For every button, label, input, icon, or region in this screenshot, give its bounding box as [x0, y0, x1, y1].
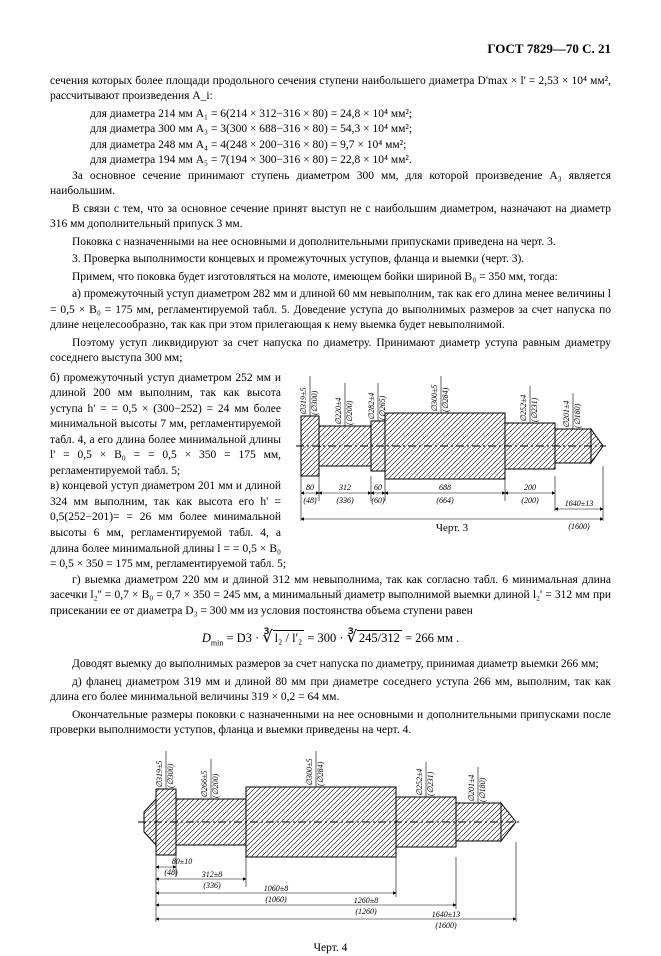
para-7: Поэтому уступ ликвидируют за счет напуск… — [50, 336, 611, 367]
svg-text:(∅180): (∅180) — [573, 403, 582, 428]
svg-text:(∅265): (∅265) — [378, 395, 387, 420]
svg-text:(∅180): (∅180) — [478, 777, 487, 802]
svg-text:(336): (336) — [203, 881, 221, 890]
svg-text:80±10: 80±10 — [171, 857, 191, 866]
svg-text:(336): (336) — [336, 496, 354, 505]
svg-text:(1600): (1600) — [568, 522, 590, 531]
svg-text:1640±13: 1640±13 — [565, 499, 593, 508]
para-11: Окончательные размеры поковки с назначен… — [50, 708, 611, 739]
svg-text:∅201±4: ∅201±4 — [562, 400, 571, 427]
svg-text:(1600): (1600) — [435, 921, 457, 930]
para-1: За основное сечение принимают ступень ди… — [50, 169, 611, 200]
svg-text:∅201±4: ∅201±4 — [467, 775, 476, 802]
wrap-block: ∅319±5 (∅300) ∅220±4 (∅200) ∅282±4 (∅265… — [50, 371, 611, 573]
svg-text:312±8: 312±8 — [200, 870, 221, 879]
svg-text:(∅300): (∅300) — [310, 390, 319, 415]
para-10: д) фланец диаметром 319 мм и длиной 80 м… — [50, 675, 611, 706]
page-header: ГОСТ 7829—70 С. 21 — [50, 40, 611, 58]
figure-4: ∅319±5 (∅300) ∅266±5 (∅200) ∅300±5 (∅284… — [50, 747, 611, 956]
svg-text:(∅300): (∅300) — [166, 763, 175, 788]
figure-3: ∅319±5 (∅300) ∅220±4 (∅200) ∅282±4 (∅265… — [291, 371, 611, 551]
figure-4-caption: Черт. 4 — [116, 941, 546, 956]
svg-text:∅252±4: ∅252±4 — [415, 769, 424, 796]
svg-text:(∅231): (∅231) — [530, 397, 539, 422]
page: ГОСТ 7829—70 С. 21 сечения которых более… — [0, 0, 661, 936]
para-9: Доводят выемку до выполнимых размеров за… — [50, 657, 611, 673]
svg-text:∅252±4: ∅252±4 — [519, 394, 528, 421]
svg-text:(664): (664) — [436, 496, 454, 505]
svg-text:1640±13: 1640±13 — [431, 910, 459, 919]
calc-3: для диаметра 248 мм A₄ = 4(248 × 200−316… — [90, 138, 611, 154]
para-4: 3. Проверка выполнимости концевых и пром… — [50, 252, 611, 268]
svg-text:(∅200): (∅200) — [345, 400, 354, 425]
svg-text:∅220±4: ∅220±4 — [334, 397, 343, 424]
svg-text:200: 200 — [524, 483, 536, 492]
svg-text:(∅284): (∅284) — [316, 761, 325, 786]
para-8: г) выемка диаметром 220 мм и длиной 312 … — [50, 573, 611, 620]
calc-1: для диаметра 214 мм A₁ = 6(214 × 312−316… — [90, 107, 611, 123]
svg-text:(48): (48) — [303, 496, 317, 505]
svg-text:∅282±4: ∅282±4 — [367, 392, 376, 419]
svg-text:(48): (48) — [164, 868, 178, 877]
svg-text:312: 312 — [338, 483, 351, 492]
svg-text:∅300±5: ∅300±5 — [305, 759, 314, 786]
intro-text: сечения которых более площади продольног… — [50, 74, 611, 105]
svg-text:∅319±5: ∅319±5 — [155, 761, 164, 788]
svg-text:(∅200): (∅200) — [211, 773, 220, 798]
para-6: а) промежуточный уступ диаметром 282 мм … — [50, 287, 611, 334]
svg-text:688: 688 — [439, 483, 451, 492]
svg-text:(1260): (1260) — [355, 907, 377, 916]
svg-text:80: 80 — [306, 483, 314, 492]
svg-text:(200): (200) — [521, 496, 539, 505]
calc-4: для диаметра 194 мм A₅ = 7(194 × 300−316… — [90, 153, 611, 169]
svg-text:Черт. 3: Черт. 3 — [436, 522, 469, 534]
calc-2: для диаметра 300 мм A₃ = 3(300 × 688−316… — [90, 122, 611, 138]
svg-text:∅266±5: ∅266±5 — [200, 771, 209, 798]
formula-dmin: Dmin = D3 · ∛l₂ / l'₂ = 300 · ∛245/312 =… — [50, 627, 611, 649]
svg-text:60: 60 — [374, 483, 382, 492]
svg-text:∅300±5: ∅300±5 — [430, 384, 439, 411]
svg-text:∅319±5: ∅319±5 — [299, 387, 308, 414]
svg-text:1260±8: 1260±8 — [353, 896, 377, 905]
para-5: Примем, что поковка будет изготовляться … — [50, 270, 611, 286]
svg-text:(60): (60) — [371, 496, 385, 505]
svg-text:(∅231): (∅231) — [426, 771, 435, 796]
svg-text:(∅284): (∅284) — [441, 387, 450, 412]
para-3: Поковка с назначенными на нее основными … — [50, 235, 611, 251]
svg-text:1060±8: 1060±8 — [263, 884, 287, 893]
svg-text:(1060): (1060) — [265, 895, 287, 904]
para-2: В связи с тем, что за основное сечение п… — [50, 202, 611, 233]
